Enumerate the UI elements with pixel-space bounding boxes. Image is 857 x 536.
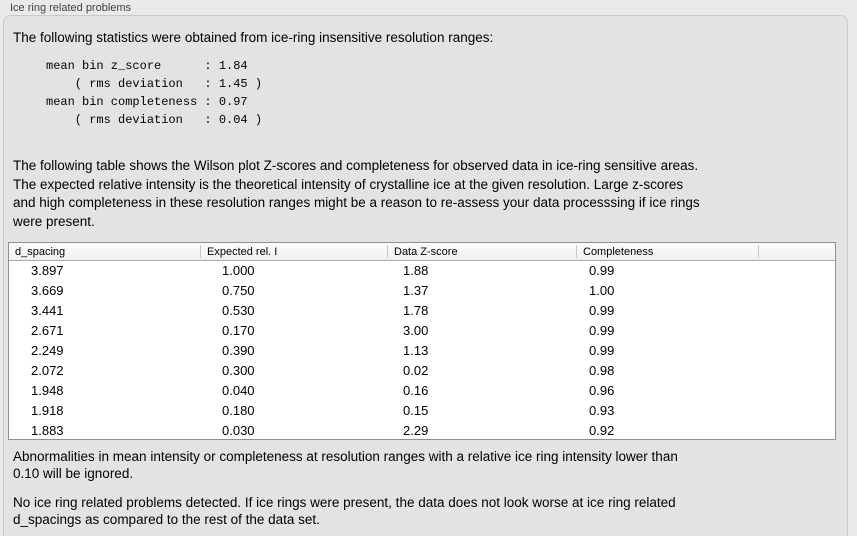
table-cell: 0.96 xyxy=(589,382,615,398)
table-cell: 0.98 xyxy=(589,362,615,378)
table-cell: 2.671 xyxy=(31,323,64,339)
table-cell: 0.390 xyxy=(222,343,255,358)
table-cell: 2.29 xyxy=(403,422,429,438)
table-row[interactable]: 1.918 0.180 0.15 0.93 xyxy=(9,400,835,420)
panel-title: Ice ring related problems xyxy=(10,2,132,14)
table-cell: 1.948 xyxy=(31,382,64,398)
table-cell: 0.99 xyxy=(589,263,615,279)
table-row[interactable]: 2.072 0.300 0.02 0.98 xyxy=(9,360,835,380)
table-cell: 0.99 xyxy=(589,303,615,319)
ignore-note-text: Abnormalities in mean intensity or compl… xyxy=(13,449,678,481)
table-cell: 2.072 xyxy=(31,362,64,378)
table-cell: 3.669 xyxy=(31,283,64,299)
table-cell: 1.918 xyxy=(31,402,64,418)
table-row[interactable]: 3.669 0.750 1.37 1.00 xyxy=(9,281,835,301)
table-cell: 3.00 xyxy=(403,323,429,339)
table-cell: 0.040 xyxy=(222,382,255,398)
table-body: 3.897 1.000 1.88 0.99 3.669 0.750 1.37 1.00 3.44… xyxy=(9,261,835,439)
column-header-completeness[interactable]: Completeness xyxy=(577,243,759,260)
table-row[interactable]: 2.671 0.170 3.00 0.99 xyxy=(9,321,835,341)
table-cell: 0.99 xyxy=(589,323,615,339)
column-header-expected-rel-i[interactable]: Expected rel. I xyxy=(201,243,388,260)
table-row[interactable]: 1.948 0.040 0.16 0.96 xyxy=(9,380,835,400)
table-cell: 1.88 xyxy=(403,263,429,279)
intro-text: The following statistics were obtained f… xyxy=(13,30,494,45)
table-cell: 2.249 xyxy=(31,343,64,358)
column-header-filler xyxy=(759,243,835,260)
table-cell: 1.13 xyxy=(403,343,429,358)
conclusion-text: No ice ring related problems detected. I… xyxy=(13,495,676,527)
table-cell: 3.897 xyxy=(31,263,64,279)
table-cell: 0.180 xyxy=(222,402,255,418)
ice-ring-groupbox: The following statistics were obtained f… xyxy=(3,15,848,536)
table-cell: 0.92 xyxy=(589,422,615,438)
stats-block: mean bin z_score : 1.84 ( rms deviation … xyxy=(46,59,263,127)
table-cell: 0.530 xyxy=(222,303,255,319)
column-header-d-spacing[interactable]: d_spacing xyxy=(9,243,201,260)
table-cell: 0.99 xyxy=(589,343,615,358)
table-row[interactable]: 1.883 0.030 2.29 0.92 xyxy=(9,420,835,439)
table-cell: 0.93 xyxy=(589,402,615,418)
table-cell: 0.170 xyxy=(222,323,255,339)
table-cell: 0.16 xyxy=(403,382,429,398)
table-cell: 1.78 xyxy=(403,303,429,319)
table-cell: 1.00 xyxy=(589,283,615,299)
column-header-data-z-score[interactable]: Data Z-score xyxy=(388,243,577,260)
table-cell: 1.000 xyxy=(222,263,255,279)
table-cell: 1.37 xyxy=(403,283,429,299)
table-row[interactable]: 3.897 1.000 1.88 0.99 xyxy=(9,261,835,281)
table-header-row: d_spacing Expected rel. I Data Z-score C… xyxy=(9,243,835,261)
table-cell: 3.441 xyxy=(31,303,64,319)
table-cell: 0.750 xyxy=(222,283,255,299)
table-cell: 0.15 xyxy=(403,402,429,418)
table-row[interactable]: 3.441 0.530 1.78 0.99 xyxy=(9,301,835,321)
table-cell: 0.300 xyxy=(222,362,255,378)
ice-ring-table: d_spacing Expected rel. I Data Z-score C… xyxy=(8,242,836,440)
table-cell: 1.883 xyxy=(31,422,64,438)
table-cell: 0.030 xyxy=(222,422,255,438)
table-cell: 0.02 xyxy=(403,362,429,378)
table-row[interactable]: 2.249 0.390 1.13 0.99 xyxy=(9,341,835,361)
description-text: The following table shows the Wilson plo… xyxy=(13,158,700,229)
